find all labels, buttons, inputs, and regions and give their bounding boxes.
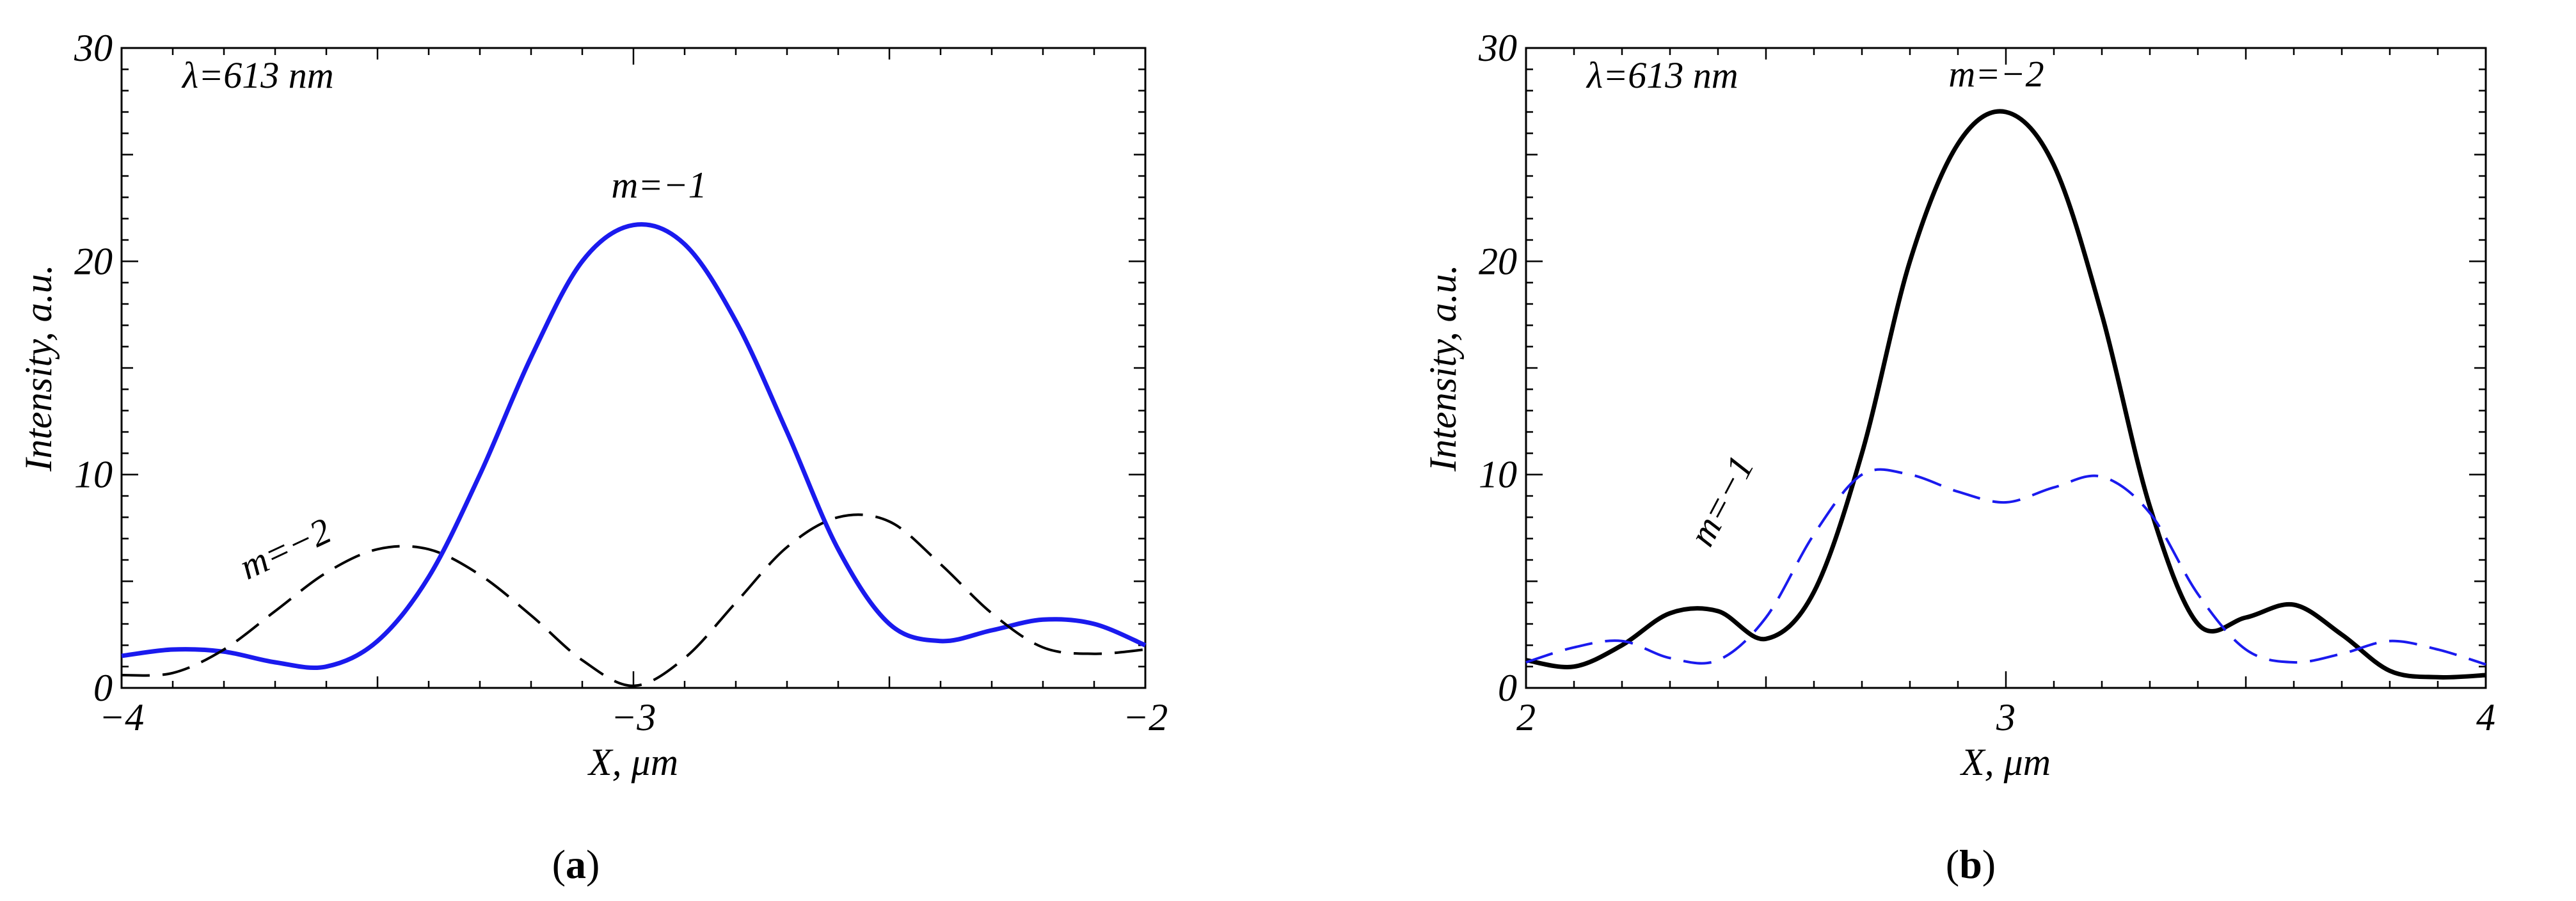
- y-tick-label: 0: [1498, 667, 1517, 709]
- panel-label: (b): [1946, 841, 1996, 887]
- chart-panel-b: 2 3 4 0 10 20 30 X, μm Intensity, a.u. λ=613 nm m=…: [1422, 27, 2495, 887]
- series-line-dashed: [1525, 468, 2486, 666]
- x-tick-label: −2: [1123, 696, 1168, 738]
- x-tick-label: −3: [611, 696, 656, 738]
- wavelength-annotation: λ=613 nm: [1586, 54, 1738, 96]
- x-tick-label: −4: [99, 696, 145, 738]
- series-line-solid: [1525, 109, 2486, 680]
- x-tick-label: 2: [1516, 696, 1536, 738]
- series-label: m=−2: [1948, 53, 2044, 95]
- y-tick-label: 20: [1479, 240, 1517, 282]
- series-line-dashed: [121, 513, 1146, 687]
- plot-frame: [1525, 47, 2487, 689]
- y-tick-label: 10: [1479, 454, 1517, 496]
- chart-panel-a: −4 −3 −2 0 10 20 30 X, μm Intensity, a.u. λ=613 n…: [17, 27, 1168, 887]
- x-axis-title: X, μm: [1960, 741, 2051, 783]
- wavelength-annotation: λ=613 nm: [181, 54, 334, 96]
- x-axis-title: X, μm: [587, 741, 678, 783]
- y-tick-label: 20: [74, 240, 113, 282]
- y-tick-label: 0: [93, 667, 113, 709]
- panel-label: (a): [552, 841, 600, 887]
- x-tick-label: 3: [1996, 696, 2015, 738]
- y-axis-title: Intensity, a.u.: [1422, 264, 1464, 472]
- series-line-solid: [121, 222, 1147, 670]
- x-tick-label: 4: [2476, 696, 2495, 738]
- plot-frame: [120, 47, 1147, 689]
- y-tick-label: 30: [1478, 27, 1517, 69]
- y-tick-label: 30: [74, 27, 113, 69]
- series-label: m=−1: [1681, 449, 1762, 552]
- series-label: m=−1: [611, 164, 706, 205]
- y-tick-label: 10: [74, 454, 113, 496]
- y-axis-title: Intensity, a.u.: [17, 264, 60, 472]
